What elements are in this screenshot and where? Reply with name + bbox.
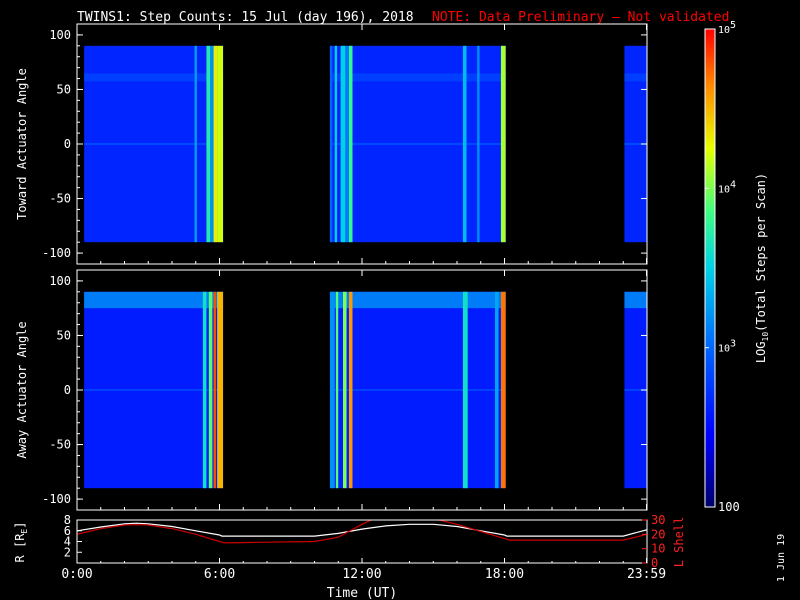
xtick-label-3: 18:00 [485,567,524,582]
colorbar-tick-base-0: 10 [718,25,730,36]
away-bright-band-5 [335,291,339,489]
toward-panel: 100 50 0 -50 -100 Toward Actuator Angle [15,23,648,265]
colorbar-tick-exp-2: 3 [730,339,736,350]
orbit-left-ylabel-main: R [R [13,533,27,563]
away-zero-ridge-2 [624,389,647,391]
toward-ytick-label-4: -100 [42,246,71,260]
toward-bright-band-11 [477,45,480,243]
toward-bright-band-4 [217,45,224,243]
away-high-angle-band-1 [329,291,506,309]
colorbar-tick-exp-0: 5 [730,20,736,31]
away-ytick-label-3: -50 [49,438,71,452]
colorbar-tick-base-3: 100 [718,500,740,514]
away-high-angle-band-0 [84,291,224,309]
xtick-label-4: 23:59 [627,567,666,582]
colorbar-tick-label-3: 100 [718,500,740,514]
xtick-label-2: 12:00 [342,567,381,582]
toward-zero-ridge-0 [84,143,224,145]
away-bright-band-9 [495,291,499,489]
orbit-right-ytick-label-0: 30 [651,513,665,527]
toward-ytick-label-2: 0 [64,137,71,151]
away-bright-band-3 [217,291,224,489]
orbit-left-ylabel-sub: E [20,529,29,534]
away-ytick-label-0: 100 [49,274,71,288]
colorbar-tick-base-1: 10 [718,184,730,195]
r-distance-line [77,522,647,537]
xaxis-label: Time (UT) [327,586,397,600]
preliminary-note: NOTE: Data Preliminary — Not validated [432,10,729,25]
toward-high-angle-band-2 [624,73,647,82]
colorbar-label: LOG10(Total Steps per Scan) [754,173,770,363]
colorbar-label-sub: 10 [761,332,770,342]
toward-bright-band-2 [210,45,214,243]
away-bright-band-2 [213,291,216,489]
away-bright-band-8 [462,291,468,489]
orbit-right-ytick-label-3: 0 [651,556,658,570]
toward-bright-band-8 [345,45,349,243]
toward-ytick-label-3: -50 [49,192,71,206]
toward-high-angle-band-0 [84,73,224,82]
away-bright-band-0 [202,291,207,489]
orbit-left-ytick-label-0: 8 [64,513,71,527]
toward-ytick-label-1: 50 [57,82,71,96]
l-shell-line [77,520,647,544]
toward-zero-ridge-1 [329,143,506,145]
away-ytick-label-1: 50 [57,328,71,342]
toward-ytick-label-0: 100 [49,28,71,42]
orbit-left-ylabel: R [RE] [13,522,29,563]
away-zero-ridge-0 [84,389,224,391]
away-bright-band-6 [343,291,347,489]
away-zero-ridge-1 [329,389,506,391]
colorbar-label-prefix: LOG [754,341,768,363]
away-bright-band-4 [329,291,335,489]
colorbar-gradient [704,28,716,508]
colorbar-tick-exp-1: 4 [730,179,736,190]
orbit-right-ytick-label-1: 20 [651,527,665,541]
xtick-label-1: 6:00 [204,567,235,582]
orbit-left-ytick-label-2: 4 [64,535,71,549]
toward-bright-band-3 [213,45,218,243]
toward-bright-band-0 [194,45,197,243]
toward-ylabel: Toward Actuator Angle [15,68,29,220]
colorbar-tick-label-0: 105 [718,20,736,36]
colorbar-tick-base-2: 10 [718,344,730,355]
colorbar-label-suffix: (Total Steps per Scan) [754,173,768,332]
toward-bright-band-10 [462,45,467,243]
orbit-left-ytick-label-1: 6 [64,524,71,538]
away-ytick-label-2: 0 [64,383,71,397]
away-bright-band-10 [500,291,506,489]
away-ylabel: Away Actuator Angle [15,321,29,458]
orbit-left-ytick-label-3: 2 [64,545,71,559]
orbit-right-ytick-label-2: 10 [651,542,665,556]
toward-bright-band-12 [500,45,506,243]
toward-bright-band-9 [348,45,353,243]
away-ytick-label-4: -100 [42,492,71,506]
toward-bright-band-7 [340,45,346,243]
chart-title: TWINS1: Step Counts: 15 Jul (day 196), 2… [77,10,414,25]
colorbar-tick-label-2: 103 [718,339,736,355]
toward-bright-band-6 [334,45,338,243]
orbit-right-ylabel: L Shell [672,517,686,568]
away-high-angle-band-2 [624,291,647,309]
orbit-left-ylabel-end: ] [13,522,27,529]
away-panel: 100 50 0 -50 -100 Away Actuator Angle [15,269,648,511]
toward-bright-band-5 [329,45,333,243]
toward-high-angle-band-1 [329,73,506,82]
toward-bright-band-1 [206,45,210,243]
toward-zero-ridge-2 [624,143,647,145]
colorbar-tick-label-1: 104 [718,179,736,195]
footer-date: 1 Jun 19 [776,534,787,582]
xtick-label-0: 0:00 [61,567,92,582]
away-bright-band-7 [348,291,353,489]
away-bright-band-1 [208,291,213,489]
orbit-plot-frame [76,519,648,564]
